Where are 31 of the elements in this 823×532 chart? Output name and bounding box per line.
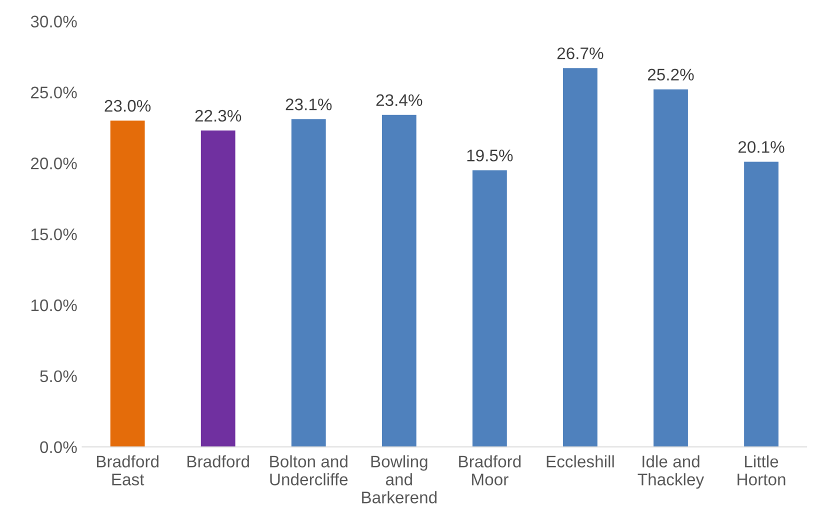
y-tick-label: 15.0% [31, 228, 77, 240]
x-tick-label: Bolton and Undercliffe [270, 455, 348, 486]
bar [200, 130, 236, 447]
x-tick-label: Bradford East [96, 455, 158, 486]
data-label: 26.7% [557, 47, 604, 60]
y-tick-label: 25.0% [31, 86, 77, 98]
bar [654, 89, 688, 447]
x-tick-label: Bradford Moor [459, 455, 521, 486]
x-tick-label: Little Horton [738, 455, 786, 486]
x-tick-label: Bradford [188, 455, 249, 468]
y-tick-label: 30.0% [30, 16, 77, 28]
data-label: 22.3% [195, 110, 242, 122]
x-tick-label: Bowling and Barkerend [362, 455, 437, 504]
bar [110, 120, 145, 447]
data-label: 19.5% [467, 150, 513, 162]
data-label: 20.1% [738, 141, 784, 153]
data-label: 23.0% [104, 100, 151, 112]
data-label: 23.4% [376, 94, 422, 106]
y-tick-label: 20.0% [31, 158, 77, 170]
bar [744, 162, 778, 447]
y-tick-label: 10.0% [31, 299, 77, 312]
bar [382, 114, 416, 447]
bar [563, 68, 598, 447]
bar [472, 170, 507, 447]
x-tick-label: Eccleshill [546, 455, 614, 468]
data-label: 25.2% [648, 68, 694, 81]
y-tick-label: 0.0% [40, 441, 77, 454]
bar [291, 119, 326, 447]
y-tick-label: 5.0% [40, 370, 77, 382]
data-label: 23.1% [286, 98, 332, 110]
x-tick-label: Idle and Thackley [638, 455, 704, 489]
